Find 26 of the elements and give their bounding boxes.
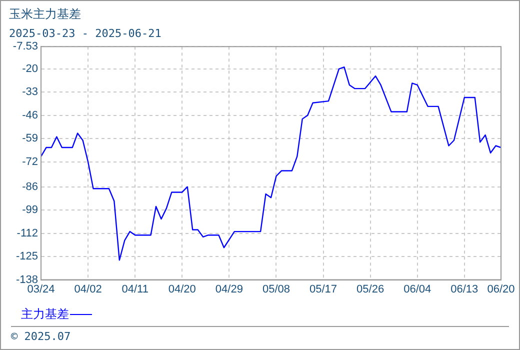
x-tick-label: 04/29 (215, 283, 243, 296)
y-tick-label: -86 (22, 180, 38, 193)
y-tick-label: -33 (22, 86, 38, 98)
x-tick-label: 05/08 (262, 283, 290, 296)
x-tick-label: 06/13 (450, 283, 478, 296)
x-tick-label: 06/20 (487, 283, 515, 296)
chart-title: 玉米主力基差 (9, 6, 81, 23)
y-tick-label: -99 (22, 204, 38, 216)
chart-subtitle: 2025-03-23 - 2025-06-21 (9, 27, 162, 40)
y-tick-label: -72 (22, 156, 38, 168)
y-tick-label: -125 (16, 250, 38, 263)
y-tick-label: -59 (22, 132, 38, 145)
y-tick-label: -112 (16, 227, 38, 240)
x-tick-label: 03/24 (27, 283, 55, 296)
y-tick-label: -20 (22, 62, 38, 75)
y-tick-label: -138 (16, 274, 38, 286)
x-tick-label: 04/11 (122, 283, 148, 296)
x-tick-label: 05/26 (356, 283, 384, 296)
text: © 2025.07 (11, 326, 509, 343)
x-tick-label: 06/04 (404, 283, 432, 296)
y-tick-label: -46 (22, 109, 38, 122)
legend-label: 主力基差 (21, 306, 69, 323)
x-tick-label: 04/20 (168, 283, 196, 296)
y-tick-label: -7.53 (12, 40, 38, 53)
x-tick-label: 05/17 (310, 283, 338, 296)
x-tick-label: 04/02 (74, 283, 102, 296)
